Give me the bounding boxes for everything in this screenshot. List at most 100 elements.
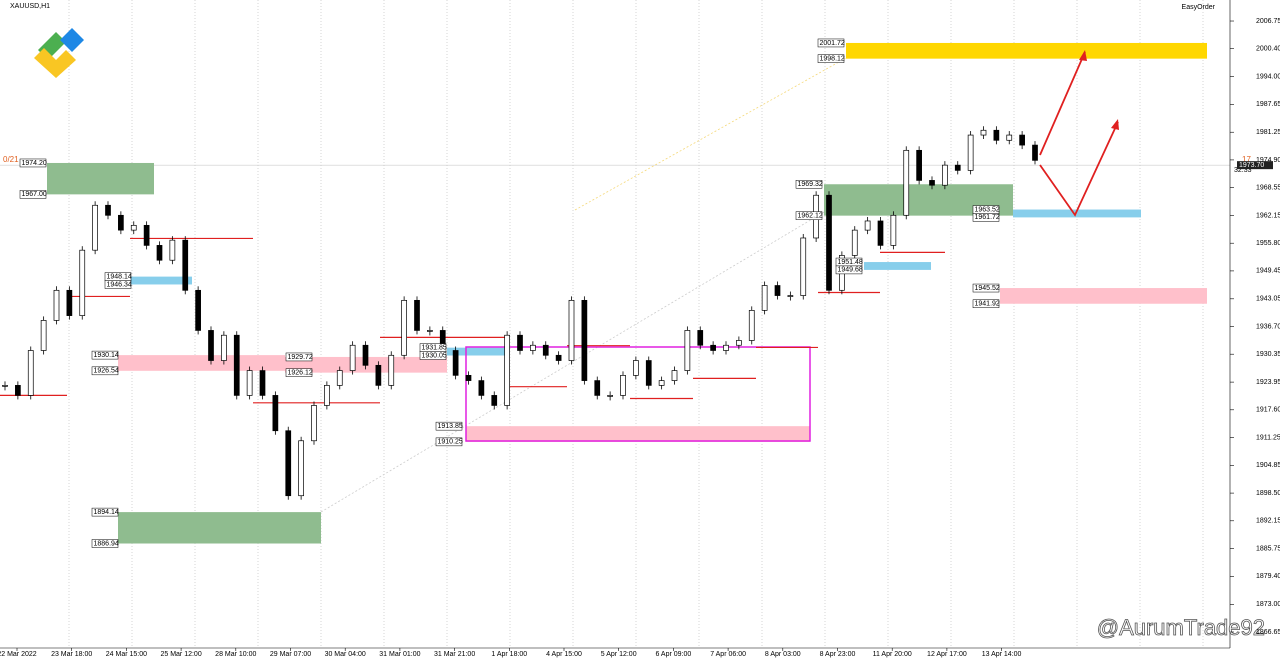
y-tick-label: 1949.45 bbox=[1256, 268, 1280, 275]
y-tick-label: 1911.25 bbox=[1256, 434, 1280, 441]
candle bbox=[530, 344, 536, 351]
candle bbox=[967, 134, 974, 171]
zone-label-box bbox=[104, 280, 132, 289]
zone-label: 1974.20 bbox=[22, 160, 47, 167]
x-tick-label: 8 Apr 03:00 bbox=[765, 651, 801, 658]
zone-label: 1926.12 bbox=[288, 369, 313, 376]
candle bbox=[40, 320, 47, 351]
candle bbox=[671, 370, 678, 381]
candle bbox=[942, 164, 948, 186]
x-tick-label: 1 Apr 18:00 bbox=[491, 651, 527, 658]
candle bbox=[27, 350, 34, 396]
candle bbox=[1032, 144, 1038, 161]
zone-label: 1969.32 bbox=[798, 181, 823, 188]
candle bbox=[336, 370, 343, 386]
zone-label-box bbox=[972, 299, 1000, 308]
watermark: @AurumTrade92 bbox=[1097, 615, 1265, 640]
candle bbox=[1006, 134, 1013, 141]
candle bbox=[324, 385, 330, 406]
x-tick-label: 6 Apr 09:00 bbox=[655, 651, 691, 658]
zone-label: 1929.72 bbox=[288, 354, 313, 361]
zone-label-box bbox=[435, 421, 463, 431]
candle bbox=[748, 310, 755, 341]
x-tick-label: 31 Mar 21:00 bbox=[434, 651, 475, 658]
x-tick-label: 28 Mar 10:00 bbox=[215, 651, 256, 658]
current-price-box bbox=[1237, 161, 1273, 170]
zone-label-box bbox=[972, 213, 1000, 222]
y-tick-label: 1917.60 bbox=[1256, 407, 1280, 414]
x-tick-label: 8 Apr 23:00 bbox=[820, 651, 856, 658]
arrow bbox=[1039, 51, 1086, 156]
zone-label-box bbox=[419, 351, 447, 360]
candle bbox=[414, 299, 420, 331]
zone-label-box bbox=[285, 352, 313, 362]
candle bbox=[555, 354, 562, 361]
candle bbox=[53, 289, 60, 321]
candle bbox=[993, 129, 1000, 141]
candle bbox=[736, 340, 742, 346]
candle bbox=[259, 370, 266, 396]
candle bbox=[388, 354, 395, 386]
candle bbox=[311, 405, 317, 442]
zone-label: 1967.00 bbox=[22, 191, 47, 198]
candle bbox=[272, 395, 279, 432]
candle bbox=[568, 299, 575, 361]
candle bbox=[285, 430, 292, 497]
candle bbox=[298, 440, 304, 497]
chart-title: XAUUSD,H1 bbox=[10, 3, 50, 10]
zone-label-box bbox=[817, 54, 845, 63]
zone-label-box bbox=[795, 211, 823, 220]
arrow bbox=[1039, 121, 1119, 217]
y-tick-label: 2000.40 bbox=[1256, 46, 1280, 53]
candle bbox=[826, 194, 832, 291]
zone-label: 1941.92 bbox=[975, 301, 1000, 308]
candle bbox=[401, 299, 407, 356]
current-price-label: 1973.70 bbox=[1239, 162, 1264, 169]
zone-label: 2001.72 bbox=[820, 40, 845, 47]
zone bbox=[118, 355, 285, 371]
x-tick-label: 4 Apr 15:00 bbox=[546, 651, 582, 658]
zone-label: 1945.52 bbox=[975, 285, 1000, 292]
levels bbox=[0, 237, 945, 404]
zone bbox=[1013, 209, 1141, 218]
zone-label: 1962.12 bbox=[798, 212, 823, 219]
y-tick-label: 1987.65 bbox=[1256, 101, 1280, 108]
y-tick-label: 1955.80 bbox=[1256, 240, 1280, 247]
timer: 32:33 bbox=[1234, 167, 1252, 174]
zone-label: 1951.48 bbox=[838, 259, 863, 266]
y-tick-label: 1981.25 bbox=[1256, 129, 1280, 136]
logo-part bbox=[34, 48, 76, 78]
candle bbox=[633, 360, 639, 376]
zone-label: 1963.52 bbox=[975, 206, 1000, 213]
zone bbox=[118, 512, 321, 544]
grid bbox=[0, 0, 1230, 648]
zone bbox=[846, 42, 1207, 59]
zone-label: 1894.14 bbox=[94, 509, 119, 516]
zone bbox=[864, 262, 931, 270]
y-tick-label: 1994.00 bbox=[1256, 73, 1280, 80]
y-tick-label: 1885.75 bbox=[1256, 546, 1280, 553]
candle bbox=[143, 224, 150, 246]
y-tick-label: 1943.05 bbox=[1256, 296, 1280, 303]
zone-label: 1926.54 bbox=[94, 368, 119, 375]
zone-label-box bbox=[835, 265, 863, 275]
candle bbox=[130, 224, 137, 231]
candle bbox=[877, 220, 884, 246]
y-tick-label: 1968.55 bbox=[1256, 184, 1280, 191]
zone bbox=[447, 347, 510, 356]
y-tick-label: 1873.00 bbox=[1256, 601, 1280, 608]
candle bbox=[581, 299, 588, 381]
zone-label: 1948.14 bbox=[107, 273, 132, 280]
y-tick-label: 1936.70 bbox=[1256, 323, 1280, 330]
candle bbox=[710, 344, 716, 351]
zone-label-box bbox=[19, 190, 47, 199]
candle bbox=[607, 395, 613, 397]
candle bbox=[246, 370, 253, 396]
logo bbox=[34, 28, 84, 78]
tool-label: EasyOrder bbox=[1182, 4, 1216, 11]
x-tick-label: 7 Apr 06:00 bbox=[710, 651, 746, 658]
candle bbox=[195, 289, 201, 331]
candle bbox=[723, 344, 729, 351]
